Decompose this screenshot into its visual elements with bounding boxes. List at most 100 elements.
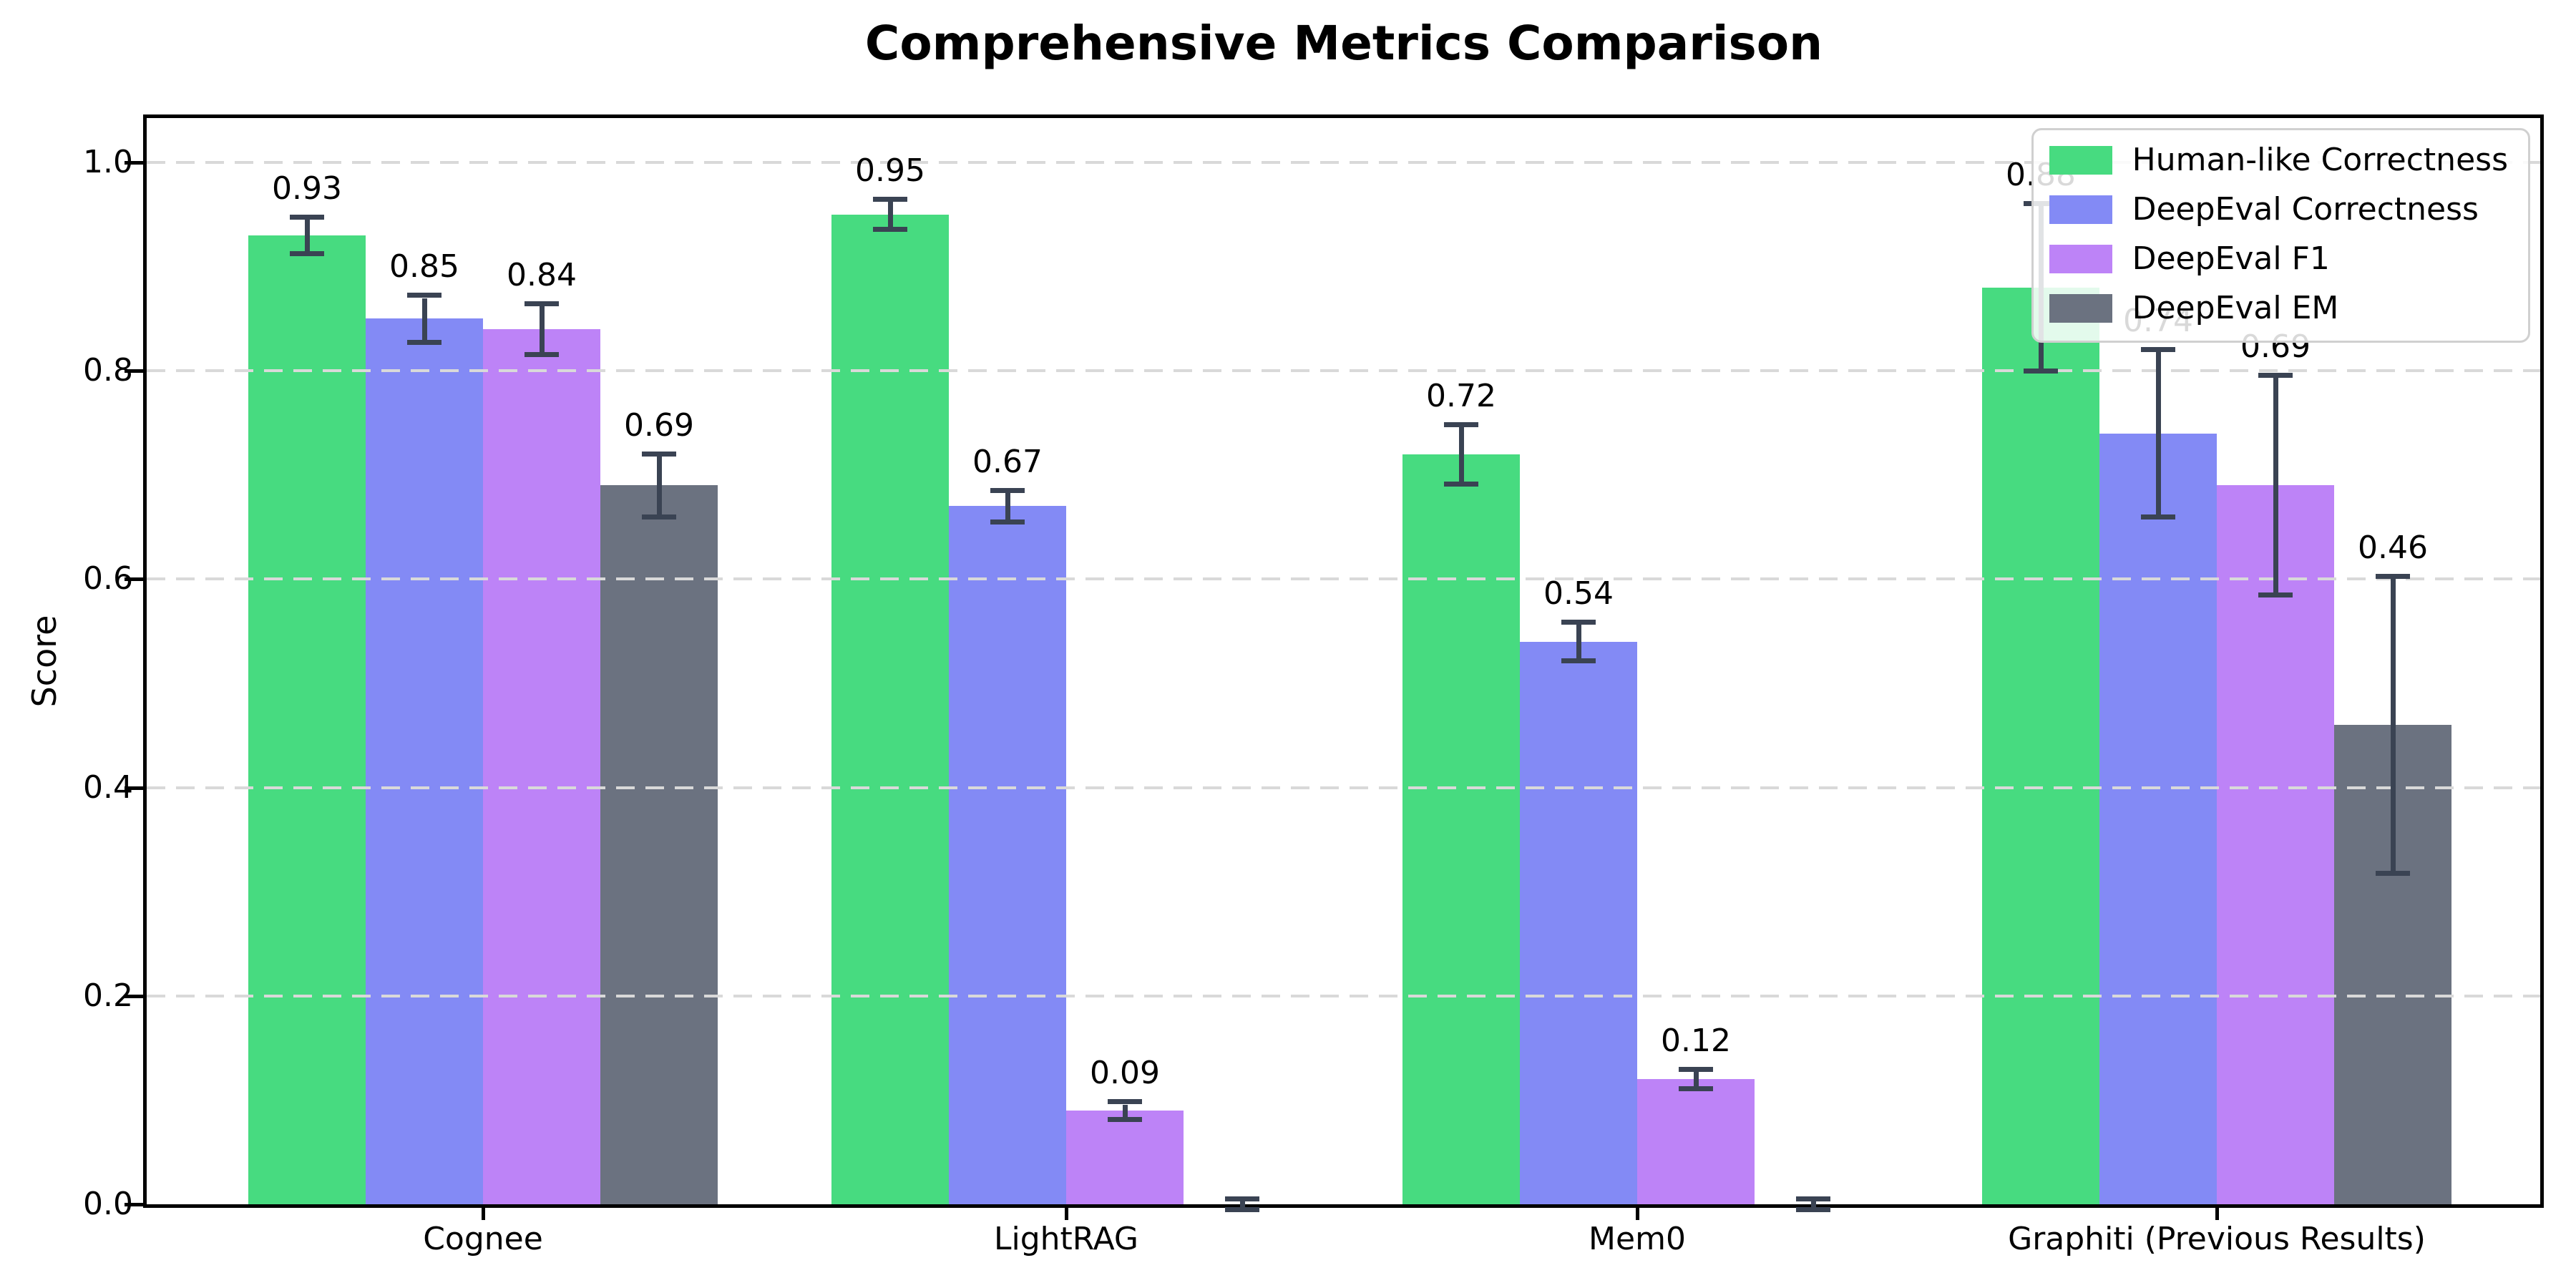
error-bar-cap-bottom (2258, 592, 2293, 597)
gridline (147, 369, 2540, 372)
legend-item: DeepEval Correctness (2049, 191, 2508, 228)
bar (600, 485, 718, 1204)
bar (2099, 434, 2217, 1204)
error-bar-cap-bottom (2024, 369, 2058, 374)
y-tick (125, 786, 143, 790)
error-bar-cap-bottom (2376, 871, 2410, 876)
x-tick (1636, 1204, 1639, 1220)
error-bar-cap-top (873, 197, 907, 202)
gridline (147, 577, 2540, 580)
bar-value-label: 0.85 (389, 248, 459, 285)
error-bar-cap-bottom (1679, 1086, 1713, 1091)
bar (1982, 288, 2099, 1204)
bar-value-label: 0.12 (1661, 1023, 1731, 1059)
error-bar-cap-bottom (1561, 658, 1596, 663)
error-bar-line (2273, 378, 2278, 592)
y-tick-label: 0.8 (83, 352, 133, 389)
error-bar-cap-bottom (1108, 1117, 1142, 1122)
bar-value-label: 0.54 (1543, 575, 1614, 612)
error-bar-cap-top (407, 293, 441, 298)
x-tick (2215, 1204, 2219, 1220)
bar (949, 506, 1066, 1204)
error-bar-line (657, 456, 662, 514)
bar-value-label: 0.93 (272, 170, 342, 207)
error-bar-cap-bottom (290, 251, 324, 256)
y-tick (125, 369, 143, 373)
y-tick (125, 161, 143, 165)
legend-label: Human-like Correctness (2132, 142, 2508, 178)
error-bar-line (422, 298, 427, 340)
bar (1402, 454, 1520, 1204)
bar-value-label: 0.09 (1090, 1055, 1160, 1091)
error-bar-cap-bottom (1225, 1207, 1259, 1212)
x-tick (1065, 1204, 1068, 1220)
bar (1066, 1111, 1184, 1204)
y-tick-label: 1.0 (83, 144, 133, 180)
bar-value-label: 0.46 (2358, 530, 2428, 566)
error-bar-cap-top (1108, 1099, 1142, 1104)
error-bar-line (1459, 427, 1464, 482)
error-bar-cap-top (1679, 1067, 1713, 1072)
bar (1520, 642, 1637, 1204)
bar-value-label: 0.69 (624, 407, 694, 444)
legend-swatch (2049, 195, 2112, 224)
bar-value-label: 0.67 (972, 444, 1043, 480)
error-bar-cap-top (642, 452, 676, 457)
y-tick (125, 1203, 143, 1206)
gridline (147, 786, 2540, 789)
plot-area: Human-like Correctness DeepEval Correctne… (143, 114, 2544, 1212)
bar (248, 235, 366, 1204)
y-tick (125, 995, 143, 998)
error-bar-cap-bottom (1444, 482, 1478, 487)
bar (366, 318, 483, 1204)
bar (2217, 485, 2334, 1204)
y-tick (125, 577, 143, 581)
error-bar-cap-bottom (407, 340, 441, 345)
legend-item: Human-like Correctness (2049, 142, 2508, 178)
bar (483, 329, 600, 1204)
legend-label: DeepEval F1 (2132, 240, 2330, 277)
error-bar-cap-top (2376, 574, 2410, 579)
error-bar-line (2391, 579, 2396, 871)
y-tick-label: 0.4 (83, 769, 133, 806)
error-bar-cap-bottom (873, 227, 907, 232)
error-bar-cap-top (1225, 1196, 1259, 1201)
bar-value-label: 0.95 (855, 152, 925, 189)
y-axis-label: Score (25, 615, 64, 708)
legend-swatch (2049, 244, 2112, 273)
error-bar-line (2156, 352, 2161, 514)
legend-swatch (2049, 145, 2112, 175)
error-bar-cap-top (2141, 347, 2175, 352)
error-bar-line (540, 306, 545, 352)
error-bar-cap-bottom (2141, 514, 2175, 519)
error-bar-line (1123, 1105, 1128, 1117)
error-bar-cap-bottom (642, 514, 676, 519)
x-tick-label: Graphiti (Previous Results) (2008, 1221, 2426, 1257)
error-bar-cap-top (1796, 1196, 1830, 1201)
legend-label: DeepEval Correctness (2132, 191, 2479, 228)
gridline (147, 995, 2540, 997)
error-bar-line (1694, 1072, 1699, 1086)
error-bar-cap-top (1444, 422, 1478, 427)
error-bar-cap-top (990, 488, 1025, 493)
error-bar-line (1576, 625, 1581, 658)
x-tick-label: Cognee (423, 1221, 543, 1257)
error-bar-cap-bottom (525, 352, 559, 357)
legend-label: DeepEval EM (2132, 290, 2339, 326)
y-tick-label: 0.0 (83, 1186, 133, 1222)
bar (1637, 1079, 1755, 1204)
x-tick (482, 1204, 485, 1220)
error-bar-cap-bottom (990, 519, 1025, 525)
error-bar-cap-bottom (1796, 1207, 1830, 1212)
y-tick-label: 0.2 (83, 977, 133, 1014)
legend-item: DeepEval EM (2049, 290, 2508, 326)
x-tick-label: Mem0 (1589, 1221, 1686, 1257)
error-bar-line (1240, 1201, 1245, 1207)
legend-swatch (2049, 293, 2112, 323)
error-bar-cap-top (290, 215, 324, 220)
error-bar-line (888, 202, 893, 227)
error-bar-cap-top (2258, 373, 2293, 378)
y-tick-label: 0.6 (83, 560, 133, 597)
bar (831, 215, 949, 1204)
